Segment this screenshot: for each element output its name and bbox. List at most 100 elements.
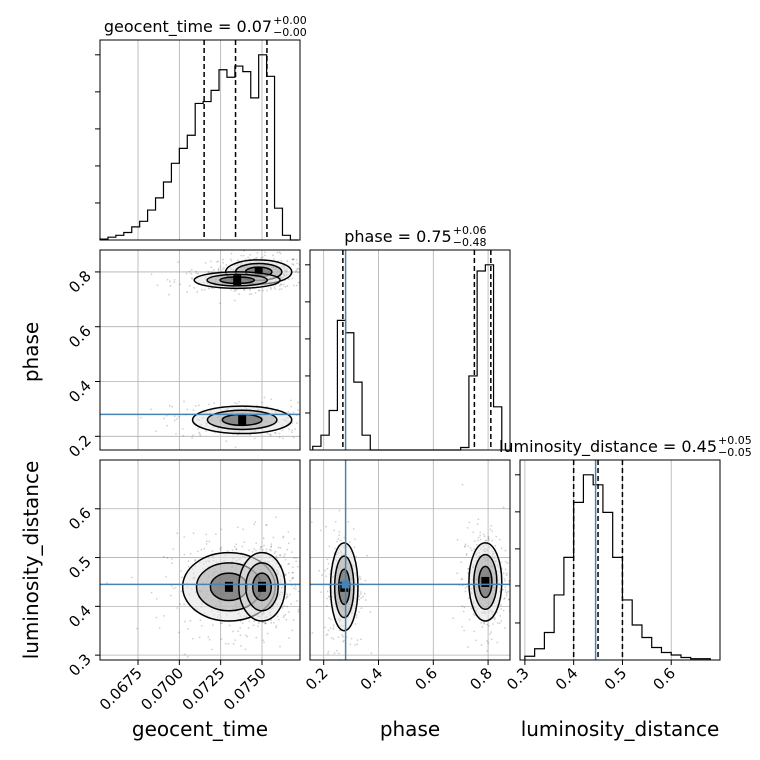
panel-phase-vs-geocent-time-sample-point — [173, 281, 176, 284]
panel-luminosity-distance-vs-phase-sample-point — [522, 608, 524, 610]
panel-phase-vs-geocent-time-sample-point — [230, 259, 233, 262]
panel-phase-vs-geocent-time-sample-point — [195, 270, 197, 273]
panel-luminosity-distance-vs-phase-sample-point — [325, 525, 327, 528]
panel-luminosity-distance-vs-phase-sample-point — [325, 634, 328, 637]
panel-phase-vs-geocent-time-sample-point — [305, 423, 307, 425]
panel-luminosity-distance-vs-phase-sample-point — [337, 669, 339, 671]
panel-luminosity-distance-vs-geocent-time-sample-point — [286, 593, 288, 596]
panel-luminosity-distance-vs-phase-sample-point — [460, 578, 463, 581]
panel-luminosity-distance-vs-geocent-time-sample-point — [226, 549, 229, 552]
panel-luminosity-distance-vs-phase-sample-point — [346, 664, 348, 666]
panel-luminosity-distance-vs-geocent-time-contour-1-1 — [245, 562, 279, 612]
panel-luminosity-distance-vs-geocent-time-sample-point — [275, 555, 278, 558]
hist-panel-geocent-time: geocent_time = 0.07 +0.00−0.00 — [95, 14, 307, 241]
panel-luminosity-distance-vs-geocent-time-sample-point — [259, 546, 262, 548]
panel-luminosity-distance-vs-geocent-time-contour-1-0 — [238, 551, 286, 622]
panel-luminosity-distance-vs-geocent-time-sample-point — [289, 593, 291, 596]
panel-luminosity-distance-vs-phase-sample-point — [363, 592, 366, 595]
panel-luminosity-distance-vs-geocent-time-sample-point — [219, 622, 222, 625]
panel-phase-vs-geocent-time-sample-point — [216, 261, 218, 263]
panel-luminosity-distance-vs-phase-sample-point — [515, 582, 517, 584]
panel-luminosity-distance-vs-geocent-time-sample-point — [199, 619, 202, 622]
panel-luminosity-distance-vs-phase-sample-point — [334, 520, 337, 523]
hist-panel-phase: phase = 0.75 +0.06−0.48 — [305, 224, 511, 451]
panel-luminosity-distance-vs-phase-sample-point — [504, 597, 506, 600]
panel-luminosity-distance-vs-geocent-time-sample-point — [262, 548, 264, 551]
panel-phase-vs-geocent-time-sample-point — [219, 302, 221, 305]
panel-phase-vs-geocent-time-sample-point — [297, 281, 300, 284]
panel-phase-vs-geocent-time-sample-point — [235, 402, 238, 405]
panel-phase-vs-geocent-time-sample-point — [194, 405, 197, 407]
panel-phase-vs-geocent-time-sample-point — [302, 423, 304, 425]
panel-luminosity-distance-vs-geocent-time-sample-point — [220, 638, 223, 641]
panel-luminosity-distance-vs-phase-sample-point — [338, 530, 341, 533]
phase-ytick-label-3: 0.8 — [65, 267, 95, 297]
panel-luminosity-distance-vs-phase-sample-point — [461, 483, 464, 486]
panel-phase-vs-geocent-time-sample-point — [229, 258, 232, 261]
panel-luminosity-distance-vs-geocent-time-sample-point — [286, 595, 289, 598]
panel-phase-vs-geocent-time-sample-point — [254, 257, 257, 260]
panel-phase-vs-geocent-time-sample-point — [173, 415, 176, 418]
panel-luminosity-distance-vs-geocent-time-sample-point — [270, 545, 272, 548]
panel-luminosity-distance-vs-phase-sample-point — [364, 599, 367, 601]
panel-luminosity-distance-vs-geocent-time-sample-point — [272, 536, 275, 539]
panel-luminosity-distance-vs-geocent-time-sample-point — [304, 594, 306, 596]
panel-luminosity-distance-vs-geocent-time-sample-point — [291, 577, 293, 580]
panel-luminosity-distance-vs-geocent-time-sample-point — [306, 611, 308, 613]
panel-luminosity-distance-vs-geocent-time-sample-point — [231, 549, 234, 552]
panel-luminosity-distance-vs-phase-sample-point — [469, 546, 472, 549]
panel-luminosity-distance-vs-phase-sample-point — [486, 623, 489, 626]
panel-phase-vs-geocent-time-contour-2-1 — [206, 409, 278, 431]
panel-luminosity-distance-vs-geocent-time-sample-point — [270, 545, 273, 548]
panel-luminosity-distance-vs-phase-sample-point — [335, 649, 338, 652]
panel-luminosity-distance-vs-geocent-time-sample-point — [183, 553, 186, 556]
panel-luminosity-distance-vs-geocent-time-sample-point — [287, 531, 290, 533]
panel-luminosity-distance-vs-geocent-time-sample-point — [219, 547, 222, 550]
panel-phase-vs-geocent-time-sample-point — [217, 267, 220, 270]
panel-luminosity-distance-vs-geocent-time-sample-point — [290, 551, 293, 554]
panel-luminosity-distance-vs-geocent-time-sample-point — [270, 543, 273, 546]
panel-luminosity-distance-vs-phase-sample-point — [502, 506, 505, 509]
panel-luminosity-distance-vs-phase-sample-point — [327, 595, 330, 598]
panel-luminosity-distance-vs-phase-sample-point — [504, 586, 507, 588]
panel-luminosity-distance-vs-geocent-time-sample-point — [253, 548, 256, 550]
panel-luminosity-distance-vs-phase-sample-point — [470, 607, 473, 610]
panel-luminosity-distance-vs-phase-sample-point — [460, 561, 463, 564]
panel-luminosity-distance-vs-geocent-time-peak-0 — [224, 581, 233, 592]
panel-luminosity-distance-vs-phase-sample-point — [488, 633, 491, 636]
panel-phase-vs-geocent-time-sample-point — [192, 434, 195, 437]
panel-luminosity-distance-vs-phase-sample-point — [343, 639, 345, 642]
panel-luminosity-distance-vs-geocent-time-sample-point — [265, 523, 267, 526]
panel-luminosity-distance-vs-geocent-time-sample-point — [292, 576, 295, 579]
panel-luminosity-distance-vs-phase-sample-point — [355, 616, 358, 619]
panel-luminosity-distance-vs-phase-sample-point — [349, 643, 352, 646]
panel-luminosity-distance-vs-phase-sample-point — [487, 625, 490, 627]
panel-phase-vs-geocent-time-peak-0 — [254, 266, 263, 277]
panel-luminosity-distance-vs-geocent-time-sample-point — [184, 620, 186, 623]
panel-luminosity-distance-vs-phase-sample-point — [332, 626, 335, 629]
panel-luminosity-distance-vs-geocent-time-sample-point — [284, 558, 287, 561]
panel-luminosity-distance-vs-geocent-time-sample-point — [307, 592, 309, 594]
xlabel-luminosity-distance: luminosity_distance — [521, 717, 720, 741]
phase-ytick-label-0: 0.2 — [65, 431, 95, 461]
panel-luminosity-distance-vs-phase-sample-point — [354, 623, 357, 625]
panel-luminosity-distance-vs-phase-sample-point — [477, 539, 479, 542]
panel-luminosity-distance-vs-phase-sample-point — [502, 588, 504, 591]
panel-luminosity-distance-vs-geocent-time-sample-point — [288, 637, 290, 639]
panel-luminosity-distance-vs-phase-sample-point — [333, 652, 336, 655]
panel-phase-vs-geocent-time-sample-point — [278, 285, 281, 287]
panel-phase-vs-geocent-time-sample-point — [296, 268, 299, 271]
panel-luminosity-distance-vs-geocent-time-sample-point — [284, 573, 287, 576]
panel-phase-vs-geocent-time-sample-point — [278, 432, 281, 435]
panel-luminosity-distance-vs-phase-sample-point — [456, 538, 459, 541]
panel-luminosity-distance-vs-phase-contour-1-2 — [478, 565, 493, 599]
panel-luminosity-distance-vs-phase-sample-point — [490, 638, 493, 641]
xlabel-geocent-time: geocent_time — [132, 717, 268, 741]
panel-luminosity-distance-vs-geocent-time-sample-point — [235, 548, 238, 551]
panel-luminosity-distance-vs-phase-sample-point — [329, 627, 332, 630]
panel-luminosity-distance-vs-phase-sample-point — [476, 543, 478, 546]
panel-luminosity-distance-vs-geocent-time-sample-point — [211, 624, 214, 627]
panel-luminosity-distance-vs-geocent-time-sample-point — [220, 546, 223, 549]
panel-luminosity-distance-vs-geocent-time-sample-point — [291, 576, 294, 579]
